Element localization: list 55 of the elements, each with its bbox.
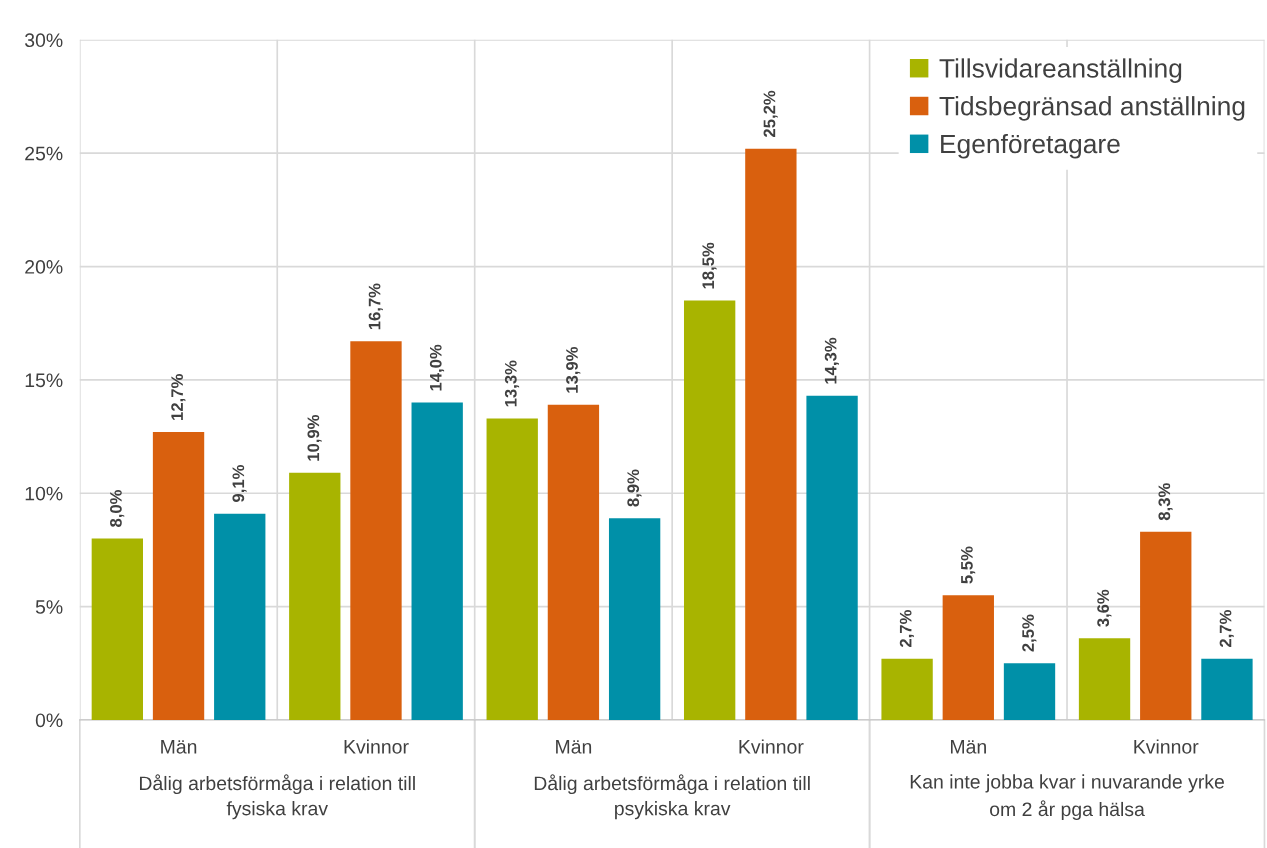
data-label: 8,9%: [627, 469, 642, 507]
bar: [1003, 663, 1056, 720]
y-tick-label: 15%: [25, 373, 63, 388]
data-label: 5,5%: [961, 546, 976, 584]
data-label: 8,0%: [110, 489, 125, 527]
bar: [214, 513, 266, 720]
legend-label: Egenföretagare: [941, 133, 1120, 159]
text: Dålig arbetsförmåga i relation till fysiska krav: [139, 774, 415, 820]
data-label: 12,7%: [171, 374, 186, 420]
x-tick-label: Män: [556, 740, 592, 754]
bar: [806, 395, 858, 720]
data-label: 25,2%: [763, 90, 778, 137]
text: Dålig arbetsförmåga i relation till psykiska krav: [534, 774, 810, 820]
bar: [683, 300, 736, 720]
y-tick-label: 20%: [25, 260, 63, 274]
legend-label: Tillsvidareanställning: [939, 58, 1182, 83]
data-label: 13,3%: [504, 360, 520, 407]
bar: [1078, 638, 1131, 720]
data-label: 13,9%: [566, 346, 581, 393]
bar: [1201, 658, 1253, 720]
data-label: 14,0%: [429, 344, 445, 391]
bar: [608, 518, 661, 720]
y-tick-label: 10%: [25, 486, 63, 501]
bar: [91, 538, 143, 720]
x-tick-label: Kvinnor: [344, 739, 409, 754]
data-label: 2,7%: [1219, 610, 1234, 648]
data-label: 9,1%: [232, 465, 247, 502]
bar: [350, 341, 402, 720]
bar: [881, 658, 933, 720]
y-tick-label: 25%: [25, 146, 63, 161]
x-tick-label: Män: [161, 740, 197, 754]
bar: [547, 404, 600, 720]
data-label: 10,9%: [307, 414, 322, 461]
data-label: 14,3%: [824, 337, 839, 384]
y-tick-label: 0%: [35, 713, 63, 728]
data-label: 2,5%: [1022, 614, 1037, 652]
data-label: 18,5%: [702, 242, 717, 289]
data-label: 16,7%: [368, 283, 383, 330]
x-tick-label: Kvinnor: [739, 739, 804, 754]
bar: [745, 148, 797, 720]
y-tick-label: 5%: [35, 600, 63, 614]
bar: [289, 472, 341, 720]
bar: [1140, 531, 1192, 720]
bar: [486, 418, 538, 720]
x-tick-label: Män: [950, 740, 986, 754]
data-label: 2,7%: [899, 610, 914, 648]
y-tick-label: 30%: [24, 33, 63, 48]
data-label: 3,6%: [1097, 589, 1112, 627]
x-tick-label: Kvinnor: [1134, 739, 1199, 754]
text: Kan inte jobba kvar i nuvarande yrke om 2 år pga hälsa: [910, 774, 1224, 821]
legend-label: Tidsbegränsad anställning: [939, 96, 1245, 121]
bar: [152, 432, 205, 720]
bar: [942, 595, 994, 720]
bar: [411, 402, 463, 720]
data-label: 8,3%: [1158, 483, 1173, 521]
